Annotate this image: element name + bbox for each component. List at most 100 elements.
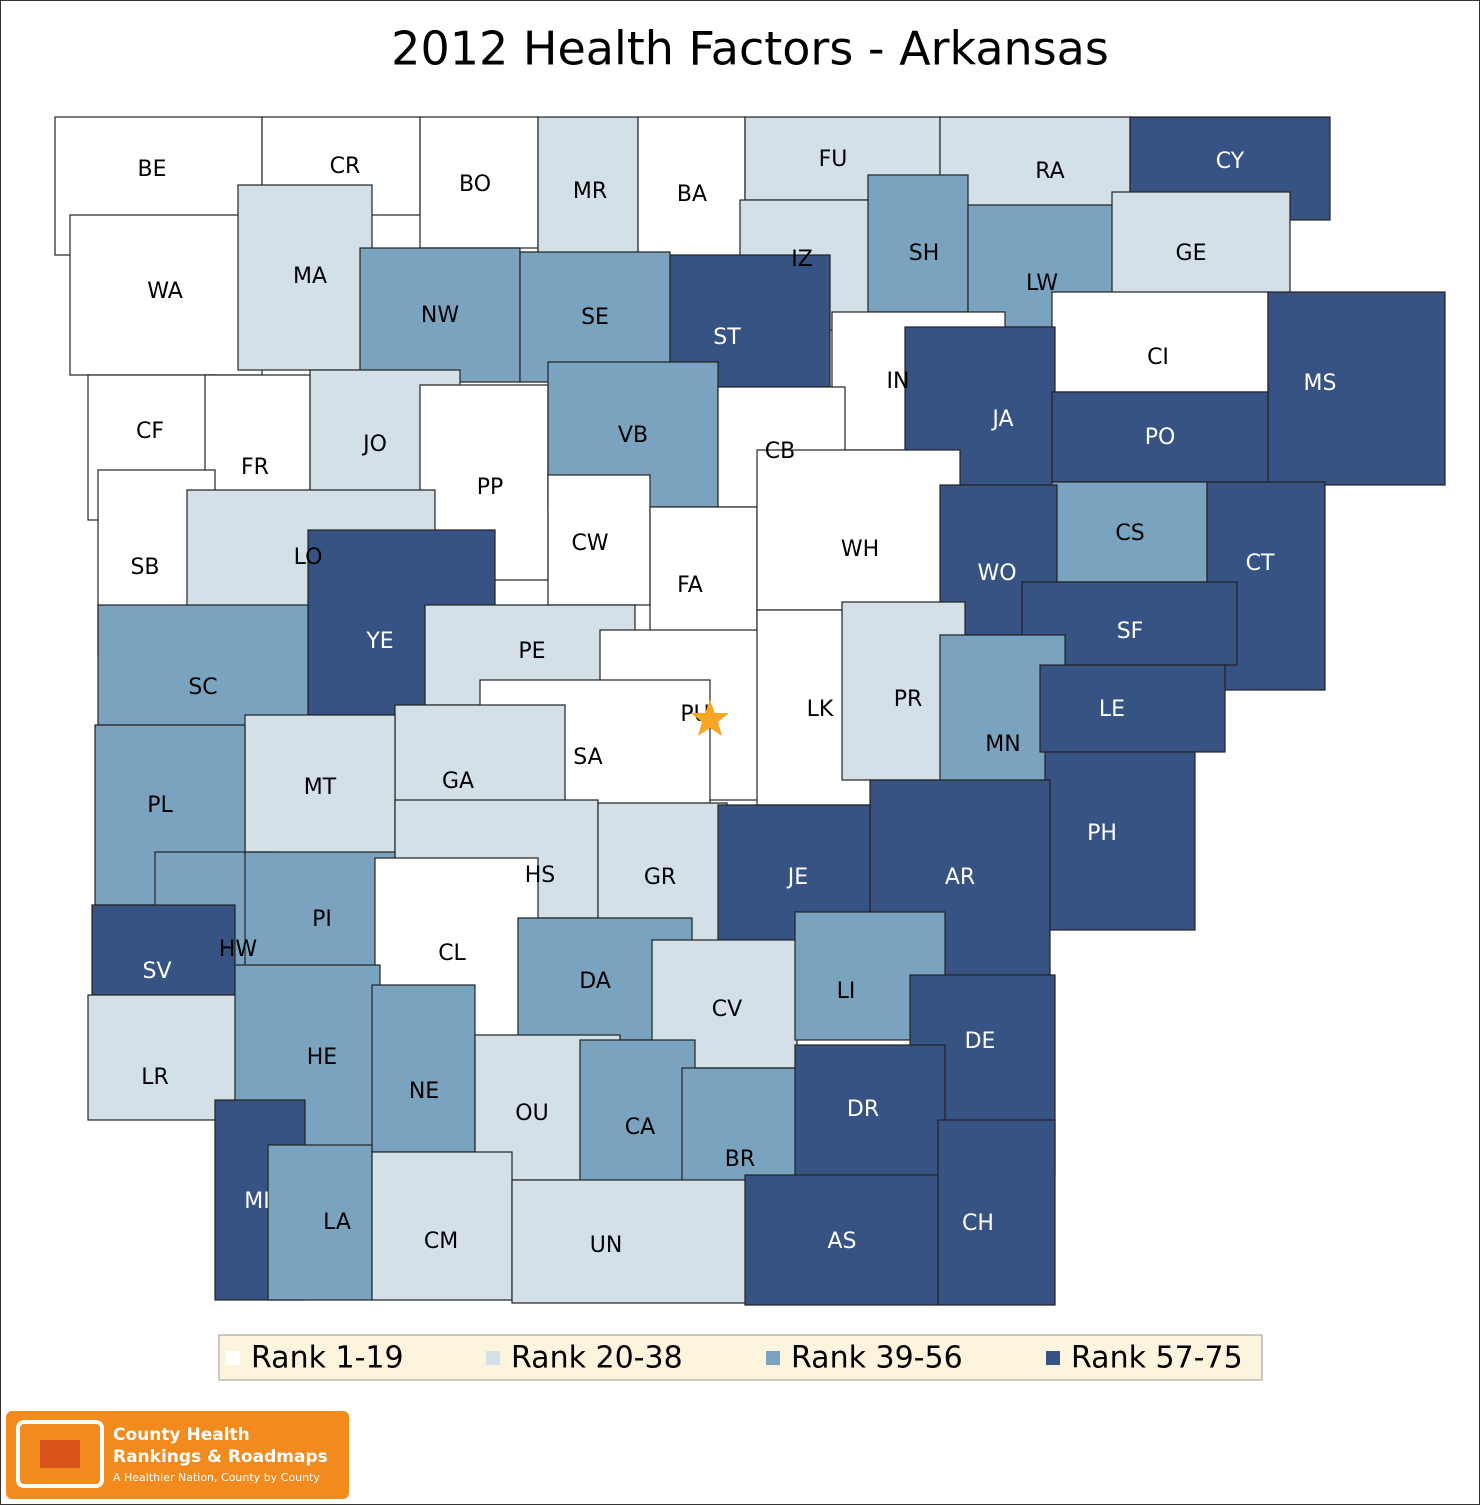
county-label: JA	[990, 407, 1013, 432]
county-label: PP	[477, 475, 504, 500]
county	[359, 247, 521, 383]
county-label: CF	[136, 419, 164, 444]
logo-tagline: A Healthier Nation, County by County	[113, 1471, 320, 1484]
county-label: MS	[1304, 371, 1337, 396]
county-label: BE	[138, 157, 167, 182]
county-label: MI	[244, 1189, 269, 1214]
county-label: HS	[525, 863, 556, 888]
county-label: DE	[965, 1029, 996, 1054]
legend-label: Rank 57-75	[1071, 1341, 1243, 1376]
county	[511, 1179, 761, 1304]
county-label: FR	[241, 455, 269, 480]
county-label: CS	[1115, 521, 1144, 546]
county-label: LK	[807, 697, 834, 722]
county-label: JE	[786, 865, 808, 890]
county-label: PE	[518, 639, 545, 664]
county-label: DA	[579, 969, 611, 994]
logo-line2: Rankings & Roadmaps	[113, 1447, 328, 1467]
capital-star	[691, 700, 729, 736]
county-label: CT	[1246, 551, 1275, 576]
county-label: NW	[421, 303, 459, 328]
county-label: CY	[1216, 149, 1245, 174]
county-label: PH	[1087, 821, 1117, 846]
county-label: AS	[827, 1229, 856, 1254]
county-label: LA	[323, 1210, 351, 1235]
map-title: 2012 Health Factors - Arkansas	[391, 22, 1109, 76]
county-label: NE	[409, 1079, 439, 1104]
legend-label: Rank 20-38	[511, 1341, 683, 1376]
county-label: WA	[147, 279, 183, 304]
county-label: JO	[361, 432, 387, 457]
county-label: VB	[618, 423, 648, 448]
counties: BE CR BO MR BA FU RA CY WA MA NW SE IZ ST SH LW GE CI MS IN…	[54, 116, 1446, 1306]
county-label: IZ	[791, 247, 813, 272]
county	[744, 1174, 939, 1306]
county-label: SC	[188, 675, 217, 700]
county	[244, 714, 396, 859]
county-label: PO	[1145, 425, 1176, 450]
county-label: UN	[590, 1233, 623, 1258]
county-label: LE	[1099, 697, 1125, 722]
county-label: CA	[625, 1115, 655, 1140]
county	[794, 1044, 946, 1179]
county-label: SH	[909, 241, 940, 266]
county-label: GA	[442, 769, 474, 794]
county-label: FU	[819, 147, 848, 172]
logo-box	[6, 1411, 349, 1499]
county-label: CR	[330, 154, 361, 179]
county-label: LI	[837, 979, 856, 1004]
county-label: PI	[312, 907, 332, 932]
county-label: PL	[147, 793, 173, 818]
county	[371, 984, 476, 1153]
county-label: LW	[1026, 271, 1058, 296]
county-label: SV	[142, 959, 171, 984]
county-label: GR	[644, 865, 676, 890]
logo-icon	[16, 1420, 104, 1488]
county-label: HE	[307, 1045, 337, 1070]
county	[97, 604, 309, 726]
county-label: SB	[130, 555, 159, 580]
county	[1267, 291, 1446, 486]
county-label: PR	[894, 687, 923, 712]
county	[756, 449, 961, 611]
county-label: RA	[1035, 159, 1064, 184]
county	[537, 116, 639, 266]
county	[244, 851, 396, 986]
county	[649, 506, 758, 641]
county-label: FA	[677, 573, 703, 598]
county-label: ST	[713, 325, 741, 350]
county-label: DR	[847, 1097, 879, 1122]
county-label: MN	[985, 732, 1020, 757]
county	[1051, 391, 1269, 483]
county-label: CM	[424, 1229, 458, 1254]
county-label: CV	[712, 997, 742, 1022]
county-label: WO	[977, 561, 1016, 586]
county-label: LO	[294, 545, 323, 570]
county	[1111, 191, 1291, 303]
county-label: MT	[304, 775, 337, 800]
logo-line1: County Health	[113, 1425, 250, 1445]
county	[867, 174, 969, 313]
legend-swatch	[1046, 1351, 1060, 1365]
county-label: CL	[438, 941, 466, 966]
legend-swatch	[486, 1351, 500, 1365]
logo-icon-center	[40, 1440, 80, 1468]
county	[1044, 751, 1196, 931]
county-label: HW	[219, 937, 258, 962]
county	[87, 994, 263, 1121]
county-label: AR	[945, 865, 975, 890]
county	[937, 1119, 1056, 1306]
legend-box	[218, 1334, 1263, 1381]
county	[419, 116, 539, 249]
county-label: BO	[459, 172, 491, 197]
county-label: GE	[1176, 241, 1207, 266]
county	[1039, 664, 1226, 753]
legend-swatch	[766, 1351, 780, 1365]
county-label: SA	[573, 745, 602, 770]
county-label: BR	[725, 1147, 755, 1172]
legend-swatch	[226, 1351, 240, 1365]
county	[579, 1039, 696, 1191]
county-label: SE	[581, 305, 609, 330]
